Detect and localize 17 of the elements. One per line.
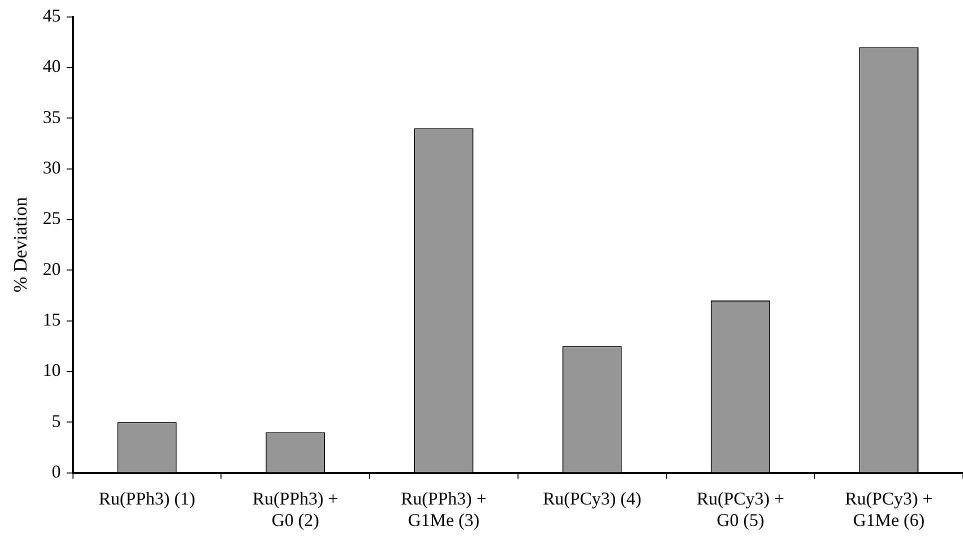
y-tick-label: 40: [42, 56, 61, 76]
y-tick-label: 35: [42, 106, 61, 127]
x-tick-label: Ru(PCy3) + G1Me (6): [844, 488, 933, 530]
y-tick-label: 30: [42, 158, 61, 178]
y-tick-label: 15: [42, 310, 61, 330]
y-tick-label: 10: [42, 360, 61, 380]
y-tick-label: 45: [42, 6, 61, 26]
y-tick-label: 5: [52, 410, 61, 431]
y-tick-label: 20: [42, 258, 61, 279]
x-tick-label: Ru(PCy3) (4): [542, 488, 642, 508]
x-tick-label: Ru(PPh3) (1): [98, 488, 196, 508]
y-tick-label: 25: [42, 208, 61, 228]
y-axis-title: % Deviation: [10, 196, 32, 293]
x-tick-label: Ru(PPh3) + G1Me (3): [400, 488, 487, 530]
x-tick-label: Ru(PPh3) + G0 (2): [252, 488, 338, 530]
y-tick-label: 0: [52, 462, 61, 482]
x-tick-label: Ru(PCy3) + G0 (5): [696, 488, 784, 530]
